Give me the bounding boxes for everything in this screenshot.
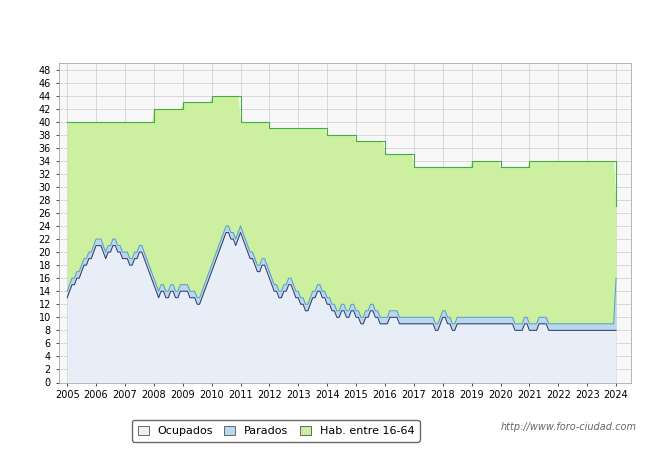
Text: http://www.foro-ciudad.com: http://www.foro-ciudad.com: [501, 422, 637, 432]
Text: Berberana - Evolucion de la poblacion en edad de Trabajar Mayo de 2024: Berberana - Evolucion de la poblacion en…: [95, 21, 555, 33]
Legend: Ocupados, Parados, Hab. entre 16-64: Ocupados, Parados, Hab. entre 16-64: [132, 420, 420, 441]
